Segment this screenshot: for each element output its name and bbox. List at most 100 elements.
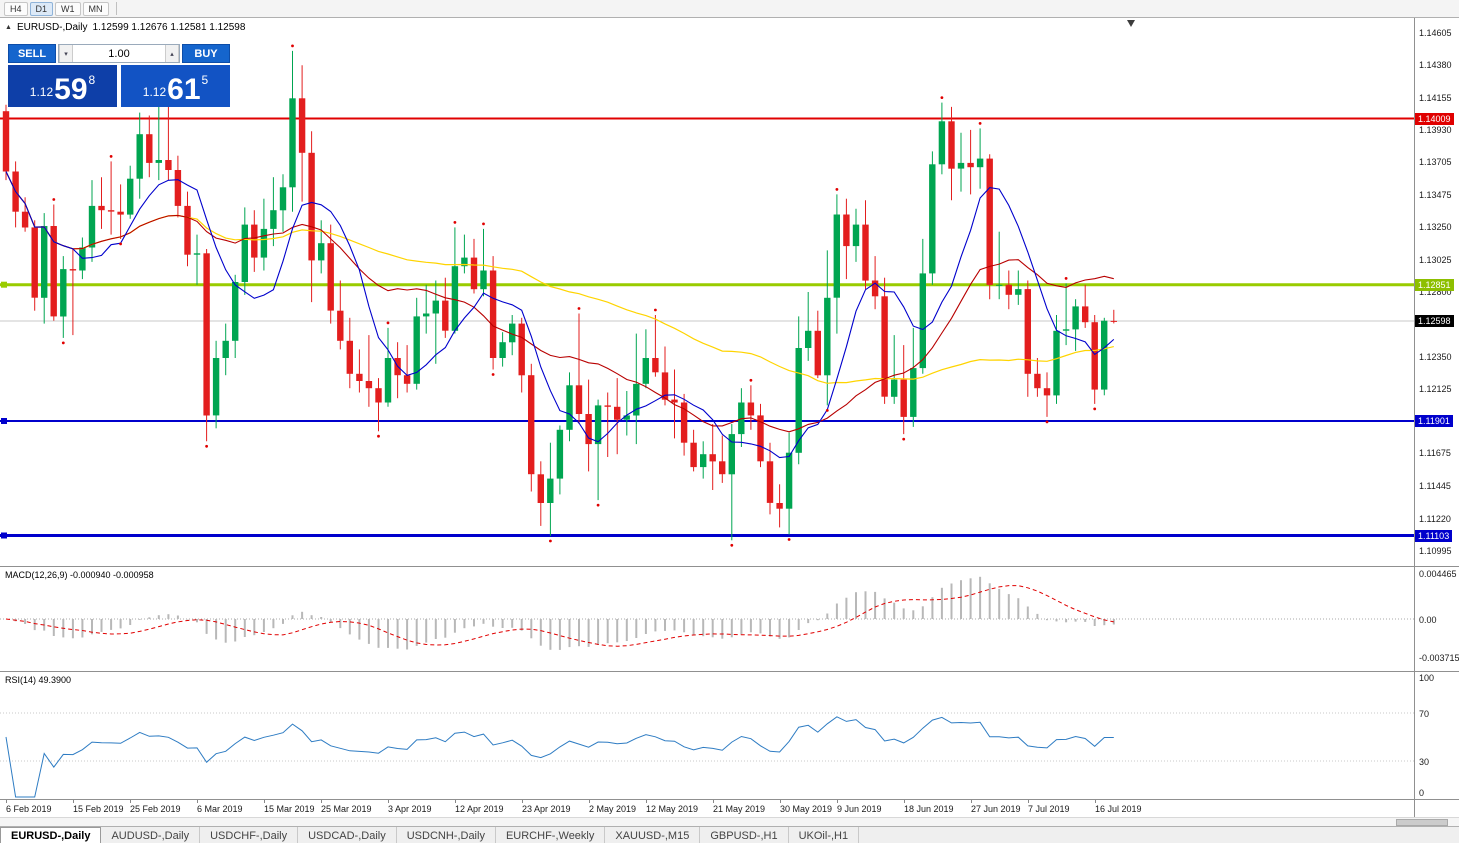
ask-price-display[interactable]: 1.12 61 5 — [121, 65, 230, 107]
chart-ohlc-header: ▲ EURUSD-,Daily 1.12599 1.12676 1.12581 … — [5, 22, 245, 33]
timeframe-button-h4[interactable]: H4 — [4, 1, 28, 16]
chart-tab-usdcnh-daily[interactable]: USDCNH-,Daily — [397, 827, 496, 843]
price-tick-label: 1.12350 — [1419, 352, 1452, 362]
date-label: 30 May 2019 — [780, 804, 833, 814]
chart-tab-gbpusd-h1[interactable]: GBPUSD-,H1 — [700, 827, 789, 843]
price-level-tag-current-price: 1.12598 — [1415, 315, 1454, 327]
date-label: 3 Apr 2019 — [388, 804, 432, 814]
ma-slow-line — [5, 171, 1114, 384]
volume-control: ▾ 1.00 ▴ — [58, 44, 180, 63]
price-level-tag-pivot-green: 1.12851 — [1415, 279, 1454, 291]
price-tick-label: 1.14155 — [1419, 93, 1452, 103]
date-label: 16 Jul 2019 — [1095, 804, 1142, 814]
date-tick-mark — [455, 800, 456, 803]
date-tick-mark — [264, 800, 265, 803]
date-tick-mark — [522, 800, 523, 803]
bid-point: 8 — [88, 73, 96, 87]
price-tick-label: 1.11445 — [1419, 481, 1451, 491]
bid-pips: 59 — [54, 73, 88, 106]
date-label: 25 Mar 2019 — [321, 804, 372, 814]
fractal-markers — [52, 44, 1097, 547]
price-tick-label: 1.13475 — [1419, 190, 1452, 200]
date-tick-mark — [646, 800, 647, 803]
buy-button[interactable]: BUY — [182, 44, 230, 63]
chart-tab-eurchf-weekly[interactable]: EURCHF-,Weekly — [496, 827, 606, 843]
date-label: 2 May 2019 — [589, 804, 637, 814]
price-tick-label: 1.11220 — [1419, 514, 1451, 524]
price-tick-label: 1.13930 — [1419, 125, 1452, 135]
chart-tab-xauusd-m15[interactable]: XAUUSD-,M15 — [605, 827, 701, 843]
rsi-chart — [0, 712, 1414, 798]
timeframe-button-d1[interactable]: D1 — [29, 1, 54, 16]
ask-pips: 61 — [167, 73, 201, 106]
chart-tab-usdchf-daily[interactable]: USDCHF-,Daily — [200, 827, 299, 843]
rsi-tick-label: 70 — [1419, 709, 1430, 719]
macd-indicator-panel[interactable]: MACD(12,26,9) -0.000940 -0.000958 — [0, 566, 1414, 671]
chart-tab-usdcad-daily[interactable]: USDCAD-,Daily — [298, 827, 397, 843]
date-tick-mark — [589, 800, 590, 803]
price-tick-label: 1.13250 — [1419, 222, 1452, 232]
bid-ask-row: 1.12 59 8 1.12 61 5 — [8, 65, 230, 107]
timeframe-button-w1[interactable]: W1 — [55, 1, 81, 16]
macd-chart — [0, 576, 1414, 650]
date-tick-mark — [904, 800, 905, 803]
ma-mid-line — [5, 171, 1114, 433]
price-tick-label: 1.11675 — [1419, 448, 1451, 458]
chart-shift-marker-icon[interactable] — [1127, 20, 1135, 27]
date-tick-mark — [6, 800, 7, 803]
macd-tick-label: 0.004465 — [1419, 569, 1457, 579]
date-label: 27 Jun 2019 — [971, 804, 1021, 814]
price-tick-label: 1.13705 — [1419, 157, 1452, 167]
timeframe-button-mn[interactable]: MN — [82, 1, 109, 16]
chart-tabs-bar: EURUSD-,Daily AUDUSD-,Daily USDCHF-,Daily U… — [0, 826, 1459, 843]
ask-point: 5 — [201, 73, 209, 87]
date-label: 6 Feb 2019 — [6, 804, 52, 814]
price-tick-label: 1.12125 — [1419, 384, 1452, 394]
price-chart-panel[interactable]: ▲ EURUSD-,Daily 1.12599 1.12676 1.12581 … — [0, 18, 1414, 566]
time-axis: 6 Feb 2019 15 Feb 2019 25 Feb 2019 6 Mar 20… — [0, 799, 1414, 817]
time-axis-corner — [1414, 799, 1459, 817]
date-tick-mark — [1095, 800, 1096, 803]
rsi-tick-label: 30 — [1419, 757, 1430, 767]
price-tick-label: 1.12800 — [1419, 287, 1452, 297]
price-axis: 1.14605 1.14380 1.14155 1.13930 1.13705 1.134… — [1414, 18, 1459, 566]
price-level-tag-support-1: 1.11901 — [1415, 415, 1453, 427]
volume-increase-button[interactable]: ▴ — [165, 45, 179, 62]
date-tick-mark — [971, 800, 972, 803]
macd-axis: 0.004465 0.00 -0.003715 — [1414, 566, 1459, 671]
candlestick-chart[interactable] — [0, 18, 1414, 566]
date-tick-mark — [130, 800, 131, 803]
date-label: 12 Apr 2019 — [455, 804, 504, 814]
macd-tick-label: -0.003715 — [1419, 653, 1459, 663]
rsi-tick-label: 0 — [1419, 788, 1425, 798]
toolbar-separator — [115, 2, 117, 15]
macd-tick-label: 0.00 — [1419, 615, 1437, 625]
price-tick-label: 1.14605 — [1419, 28, 1452, 38]
date-label: 7 Jul 2019 — [1028, 804, 1070, 814]
rsi-indicator-panel[interactable]: RSI(14) 49.3900 — [0, 671, 1414, 799]
chart-tab-eurusd-daily[interactable]: EURUSD-,Daily — [0, 827, 102, 843]
horizontal-scrollbar[interactable] — [0, 817, 1459, 826]
date-label: 15 Feb 2019 — [73, 804, 124, 814]
ask-whole: 1.12 — [142, 85, 167, 99]
scrollbar-thumb[interactable] — [1396, 819, 1448, 826]
date-tick-mark — [780, 800, 781, 803]
rsi-label: RSI(14) 49.3900 — [5, 675, 72, 685]
sell-button[interactable]: SELL — [8, 44, 56, 63]
collapse-trade-panel-icon[interactable]: ▲ — [5, 24, 12, 31]
rsi-tick-label: 100 — [1419, 673, 1435, 683]
date-label: 21 May 2019 — [713, 804, 766, 814]
bid-price-display[interactable]: 1.12 59 8 — [8, 65, 117, 107]
price-tick-label: 1.14380 — [1419, 60, 1452, 70]
date-label: 25 Feb 2019 — [130, 804, 181, 814]
price-level-tag-resistance: 1.14009 — [1415, 113, 1454, 125]
rsi-axis: 100 70 30 0 — [1414, 671, 1459, 799]
volume-input[interactable]: 1.00 — [108, 47, 130, 60]
chart-tab-ukoil-h1[interactable]: UKOil-,H1 — [789, 827, 860, 843]
ma-fast-line — [5, 171, 1115, 459]
date-label: 23 Apr 2019 — [522, 804, 571, 814]
volume-decrease-button[interactable]: ▾ — [59, 45, 73, 62]
chart-tab-audusd-daily[interactable]: AUDUSD-,Daily — [101, 827, 201, 843]
date-label: 9 Jun 2019 — [837, 804, 882, 814]
chart-symbol-label: EURUSD-,Daily — [16, 22, 88, 33]
